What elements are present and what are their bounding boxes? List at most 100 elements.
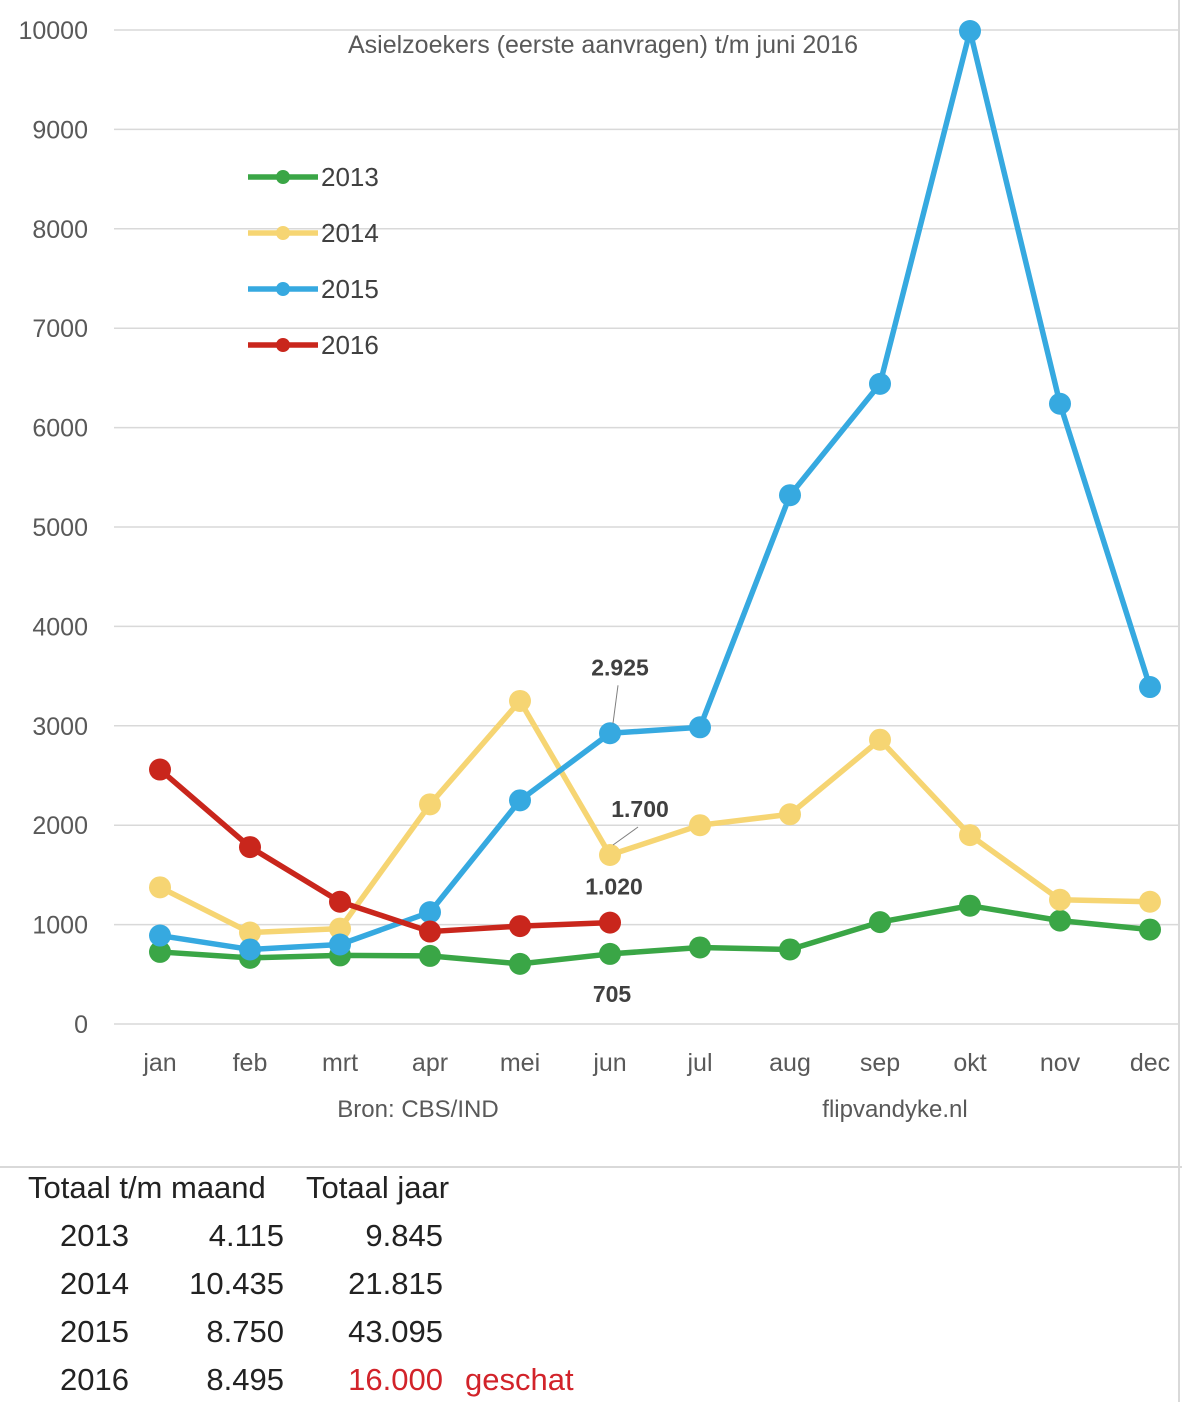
totals-month-value: 8.750 [206, 1314, 284, 1349]
point-2013-apr [419, 944, 441, 967]
data-label-leader [612, 826, 639, 846]
series-line-2014 [158, 698, 1151, 936]
series-line-2013 [159, 902, 1151, 967]
point-2013-jan [149, 940, 171, 963]
point-2015-apr [419, 901, 441, 924]
x-tick-label: jan [142, 1049, 176, 1077]
x-tick-label: mrt [322, 1049, 358, 1077]
totals-year: 2014 [60, 1266, 129, 1301]
point-2014-jun [599, 844, 621, 867]
totals-month-value: 10.435 [189, 1266, 284, 1301]
frame-border [1178, 0, 1180, 1402]
point-2015-jun [599, 722, 621, 745]
y-tick-label: 4000 [32, 613, 88, 641]
x-tick-label: aug [769, 1049, 811, 1077]
data-label-2014-jun: 1.700 [611, 796, 669, 822]
line-chart: 0 1000 2000 3000 4000 5000 6000 7000 8000 9000 100… [18, 17, 1178, 1123]
x-tick-label: mei [500, 1049, 540, 1077]
point-2013-nov [1049, 909, 1071, 932]
series-points [149, 19, 1161, 975]
totals-year-value: 43.095 [348, 1314, 443, 1349]
estimate-note: geschat [465, 1362, 574, 1397]
totals-year: 2013 [60, 1218, 129, 1253]
point-2016-jan [149, 758, 171, 781]
legend-marker-2016 [276, 338, 290, 352]
point-2016-feb [239, 836, 261, 859]
legend-label-2015: 2015 [321, 274, 379, 304]
point-2013-sep [869, 911, 891, 934]
x-tick-label: feb [233, 1049, 268, 1077]
data-label-2013-jun: 705 [593, 981, 632, 1007]
x-axis-ticks: jan feb mrt apr mei jun jul aug sep okt nov dec [142, 1049, 1170, 1077]
series-line-2015 [159, 28, 1153, 953]
point-2013-jun [599, 942, 621, 965]
point-2014-apr [419, 793, 441, 816]
point-2014-mrt [329, 917, 351, 940]
totals-month-value: 8.495 [206, 1362, 284, 1397]
legend-marker-2013 [276, 170, 290, 184]
point-2014-feb [239, 921, 261, 944]
point-2015-sep [869, 372, 891, 395]
y-tick-label: 8000 [32, 216, 88, 244]
point-2014-aug [779, 803, 801, 826]
point-2015-jul [689, 716, 711, 739]
y-tick-label: 2000 [32, 812, 88, 840]
point-2015-mrt [329, 933, 351, 956]
legend-label-2016: 2016 [321, 330, 379, 360]
x-tick-label: apr [412, 1049, 448, 1077]
series-line-2016 [158, 767, 611, 935]
point-2016-apr [419, 920, 441, 943]
x-tick-label: nov [1040, 1049, 1081, 1077]
y-tick-label: 7000 [32, 315, 88, 343]
point-2016-jun [599, 911, 621, 934]
data-label-leader [612, 685, 619, 724]
y-tick-label: 9000 [32, 116, 88, 144]
source-note: Bron: CBS/IND [337, 1096, 498, 1123]
point-2014-okt [959, 824, 981, 847]
legend-marker-2015 [276, 282, 290, 296]
point-2013-jul [689, 936, 711, 959]
data-label-2015-jun: 2.925 [591, 654, 649, 680]
x-tick-label: jun [592, 1049, 626, 1077]
point-2016-mei [509, 915, 531, 938]
point-2014-jul [689, 814, 711, 837]
point-2013-dec [1139, 918, 1161, 941]
chart-grid [114, 29, 1178, 1025]
chart-title: Asielzoekers (eerste aanvragen) t/m juni… [348, 31, 858, 59]
totals-year-value: 9.845 [365, 1218, 443, 1253]
point-2013-aug [779, 938, 801, 961]
legend-label-2014: 2014 [321, 218, 379, 248]
totals-year: 2016 [60, 1362, 129, 1397]
point-2015-aug [779, 484, 801, 507]
totals-year-value: 16.000 [348, 1362, 443, 1397]
legend-label-2013: 2013 [321, 162, 379, 192]
x-tick-label: sep [860, 1049, 900, 1077]
header-month-total: Totaal t/m maand [28, 1170, 266, 1205]
point-2014-dec [1139, 890, 1161, 913]
point-2013-okt [959, 894, 981, 917]
point-2014-nov [1049, 888, 1071, 911]
y-tick-label: 3000 [32, 713, 88, 741]
data-label-2016-jun: 1.020 [585, 874, 643, 900]
y-tick-label: 0 [74, 1011, 88, 1039]
legend: 2013 2014 2015 2016 [248, 162, 379, 360]
totals-year-value: 21.815 [348, 1266, 443, 1301]
point-2015-dec [1139, 676, 1161, 699]
point-2014-sep [869, 728, 891, 751]
x-tick-label: dec [1130, 1049, 1170, 1077]
x-tick-label: okt [953, 1049, 986, 1077]
totals-month-value: 4.115 [208, 1218, 284, 1253]
site-credit: flipvandyke.nl [822, 1096, 967, 1123]
totals-table: Totaal t/m maand Totaal jaar 2013 4.115 9.… [0, 1166, 1182, 1404]
x-tick-label: jul [686, 1049, 712, 1077]
data-labels: 2.925 1.700 1.020 705 [585, 654, 669, 1007]
legend-marker-2014 [276, 226, 290, 240]
point-2013-mei [509, 952, 531, 975]
y-tick-label: 1000 [32, 912, 88, 940]
point-2015-nov [1049, 392, 1071, 415]
point-2014-mei [509, 689, 531, 712]
totals-year: 2015 [60, 1314, 129, 1349]
y-tick-label: 10000 [18, 17, 88, 45]
header-year-total: Totaal jaar [306, 1170, 450, 1205]
point-2015-okt [959, 19, 981, 42]
